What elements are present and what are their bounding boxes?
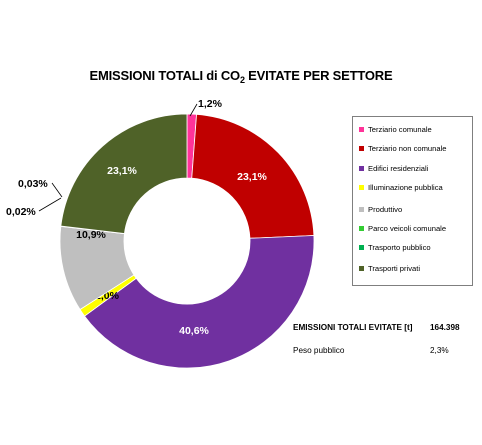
legend-item-trasporti-privati: Trasporti privati <box>359 262 420 274</box>
leader-line-terziario-comunale <box>189 103 198 117</box>
legend-label: Illuminazione pubblica <box>368 182 443 192</box>
legend-swatch <box>359 265 364 271</box>
legend-label: Terziario non comunale <box>368 143 447 153</box>
title-suffix: EVITATE PER SETTORE <box>244 68 393 83</box>
leader-line-parco-veicoli-comunale <box>38 197 62 212</box>
title-subscript: 2 <box>239 75 245 85</box>
legend-item-illuminazione-pubblica: Illuminazione pubblica <box>359 181 443 193</box>
legend-swatch <box>359 225 364 231</box>
legend-label: Terziario comunale <box>368 124 432 134</box>
slice-terziario-non-comunale <box>191 113 315 239</box>
legend-label: Edifici residenziali <box>368 163 429 173</box>
data-label-trasporti-privati: 23,1% <box>107 165 137 177</box>
legend-item-trasporto-pubblico: Trasporto pubblico <box>359 241 431 253</box>
data-label-produttivo: 10,9% <box>76 229 106 241</box>
legend-label: Trasporti privati <box>368 263 421 273</box>
legend-swatch <box>359 206 364 212</box>
leader-line-trasporto-pubblico <box>51 182 63 198</box>
legend-item-produttivo: Produttivo <box>359 203 402 215</box>
legend-label: Parco veicoli comunale <box>368 223 447 233</box>
total-emissions-label: EMISSIONI TOTALI EVITATE [t] <box>293 323 413 332</box>
public-weight-label: Peso pubblico <box>293 346 345 355</box>
legend-label: Trasporto pubblico <box>368 242 431 252</box>
data-label-trasporto-pubblico: 0,03% <box>18 178 48 190</box>
data-label-terziario-non-comunale: 23,1% <box>237 171 267 183</box>
legend-swatch <box>359 126 364 132</box>
total-emissions-value: 164.398 <box>430 323 460 332</box>
data-label-parco-veicoli-comunale: 0,02% <box>6 206 36 218</box>
slice-trasporti-privati <box>60 113 188 234</box>
legend-swatch <box>359 184 364 190</box>
legend-swatch <box>359 145 364 151</box>
slice-edifici-residenziali <box>84 235 315 369</box>
legend-swatch <box>359 165 364 171</box>
public-weight-value: 2,3% <box>430 346 449 355</box>
legend-item-edifici-residenziali: Edifici residenziali <box>359 162 428 174</box>
legend-item-parco-veicoli-comunale: Parco veicoli comunale <box>359 222 446 234</box>
chart-title: EMISSIONI TOTALI di CO2 EVITATE PER SETT… <box>0 68 482 85</box>
legend-swatch <box>359 244 364 250</box>
legend-item-terziario-comunale: Terziario comunale <box>359 123 432 135</box>
legend: Terziario comunale Terziario non comunale… <box>352 116 473 286</box>
legend-label: Produttivo <box>368 204 403 214</box>
data-label-edifici-residenziali: 40,6% <box>179 325 209 337</box>
legend-item-terziario-non-comunale: Terziario non comunale <box>359 142 447 154</box>
title-prefix: EMISSIONI TOTALI di CO <box>89 68 241 83</box>
data-label-terziario-comunale: 1,2% <box>198 98 223 110</box>
